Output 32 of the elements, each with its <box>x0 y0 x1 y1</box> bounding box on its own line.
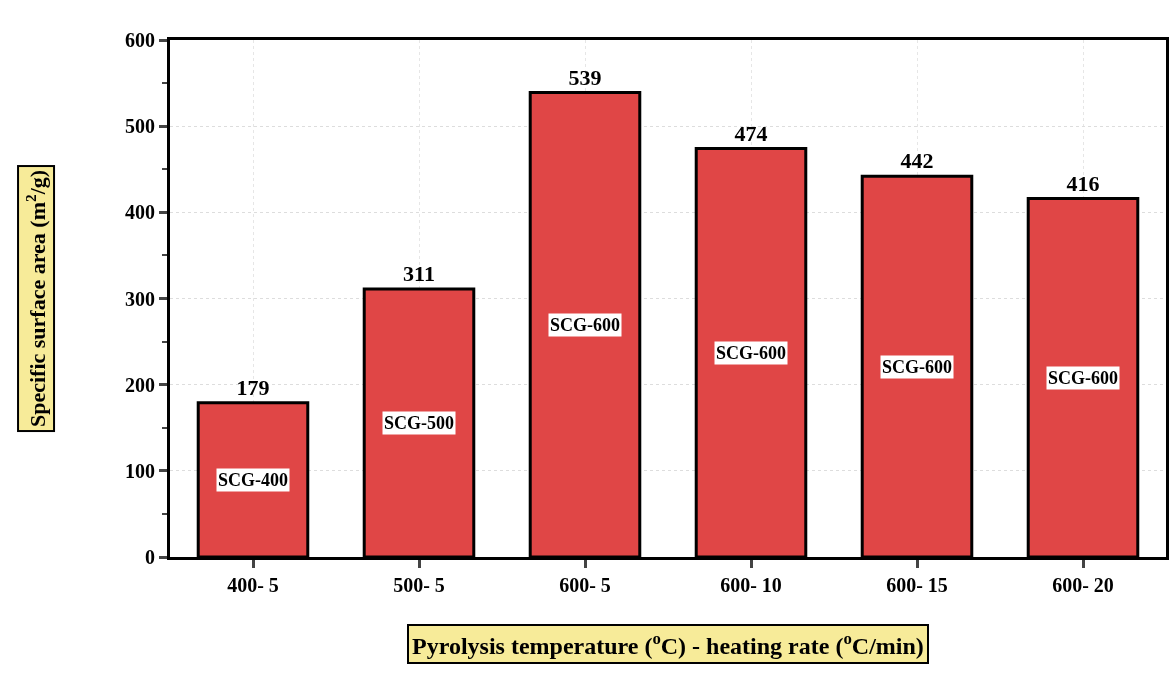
data-label: 311 <box>403 261 435 287</box>
bar <box>362 287 476 557</box>
x-tick-label: 400- 5 <box>227 574 279 596</box>
x-tick-label: 600- 10 <box>720 574 782 596</box>
x-tick-label: 600- 20 <box>1052 574 1114 596</box>
x-tick-label: 600- 5 <box>559 574 611 596</box>
data-label: 416 <box>1066 170 1100 196</box>
data-label: 539 <box>568 64 602 90</box>
annotation: SCG-500 <box>384 413 455 433</box>
bar <box>694 147 808 557</box>
annotation: SCG-600 <box>550 315 621 335</box>
y-tick-label: 400 <box>125 201 155 224</box>
data-label: 179 <box>236 374 270 400</box>
bar <box>1026 197 1140 557</box>
x-axis-title: Pyrolysis temperature ($^{o}$C) - heating rate ($^{o}$C/min) <box>412 629 924 660</box>
annotation: SCG-600 <box>716 343 787 363</box>
data-label: 442 <box>900 148 934 174</box>
y-tick-label: 200 <box>125 373 155 396</box>
x-tick-label: 500- 5 <box>393 574 445 596</box>
bar <box>528 91 642 557</box>
bar <box>860 174 974 557</box>
y-tick-label: 300 <box>125 287 155 310</box>
y-tick-label: 100 <box>125 459 155 482</box>
annotation: SCG-600 <box>1048 368 1119 388</box>
data-label: 474 <box>734 120 768 146</box>
y-tick-label: 500 <box>125 115 155 138</box>
y-tick-label: 0 <box>145 546 155 568</box>
y-tick-label: 600 <box>125 29 155 51</box>
x-tick-label: 600- 15 <box>886 574 948 596</box>
annotation: SCG-400 <box>218 470 289 490</box>
bar <box>196 401 310 557</box>
annotation: SCG-600 <box>882 357 953 377</box>
